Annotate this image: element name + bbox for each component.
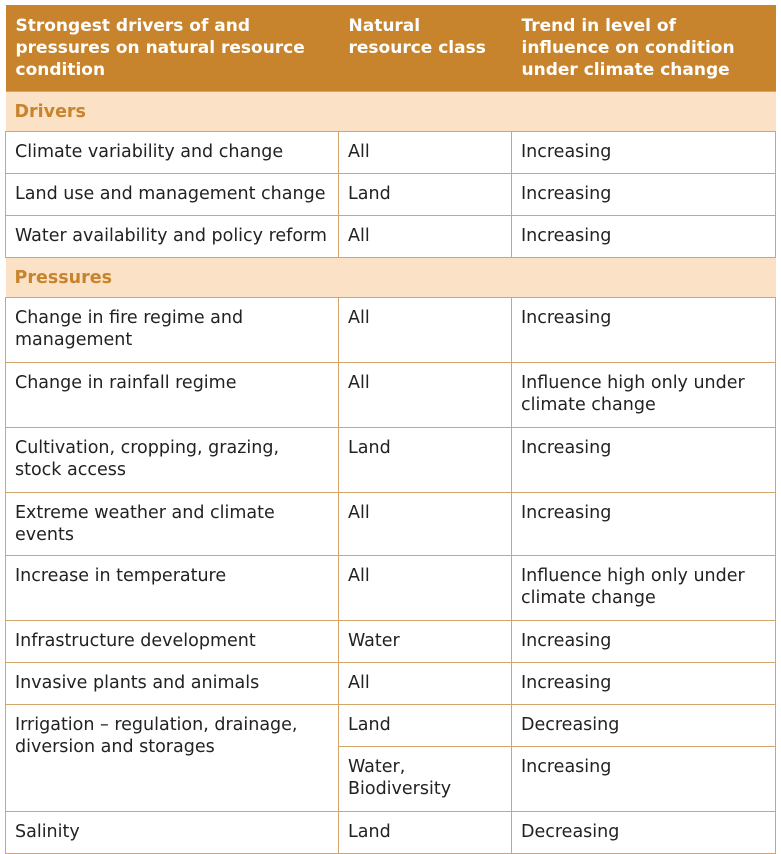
row-name: Change in rainfall regime — [5, 362, 339, 428]
row-name: Salinity — [5, 811, 339, 854]
row-name: Extreme weather and climate events — [5, 492, 339, 556]
table-row: Water availability and policy reform All… — [5, 215, 776, 258]
header-trend: Trend in level of influence on condition… — [511, 5, 776, 92]
table-row: Climate variability and change All Incre… — [5, 131, 776, 174]
row-name: Cultivation, cropping, grazing, stock ac… — [5, 427, 339, 493]
table-row: Salinity Land Decreasing — [5, 811, 776, 854]
row-trend: Influence high only under climate change — [511, 555, 776, 621]
row-trend: Increasing — [511, 215, 776, 258]
row-class: Water — [338, 620, 512, 663]
drivers-pressures-table: Strongest drivers of and pressures on na… — [5, 5, 776, 854]
header-drivers-pressures: Strongest drivers of and pressures on na… — [5, 5, 339, 92]
table-row: Infrastructure development Water Increas… — [5, 620, 776, 663]
row-trend: Increasing — [511, 297, 776, 363]
row-trend: Increasing — [511, 492, 776, 556]
row-class: All — [338, 555, 512, 621]
row-trend: Decreasing — [511, 811, 776, 854]
row-class: All — [338, 131, 512, 174]
row-class: All — [338, 662, 512, 705]
row-trend: Increasing — [511, 746, 776, 812]
row-name: Increase in temperature — [5, 555, 339, 621]
row-trend: Increasing — [511, 662, 776, 705]
row-name: Land use and management change — [5, 173, 339, 216]
row-class: Water, Biodiversity — [338, 746, 512, 812]
section-row-drivers: Drivers — [5, 91, 776, 132]
row-name: Climate variability and change — [5, 131, 339, 174]
row-trend: Influence high only under climate change — [511, 362, 776, 428]
table-row: Water, Biodiversity Increasing — [6, 746, 776, 812]
row-name: Water availability and policy reform — [5, 215, 339, 258]
row-class: Land — [338, 811, 512, 854]
row-class: Land — [338, 173, 512, 216]
section-label-drivers: Drivers — [5, 91, 776, 132]
header-resource-class: Natural resource class — [338, 5, 512, 92]
table-row: Invasive plants and animals All Increasi… — [5, 662, 776, 705]
header-row: Strongest drivers of and pressures on na… — [5, 5, 776, 92]
row-class: All — [338, 297, 512, 363]
table-row: Increase in temperature All Influence hi… — [5, 555, 776, 621]
table-row: Irrigation – regulation, drainage, diver… — [5, 704, 776, 812]
row-name: Irrigation – regulation, drainage, diver… — [5, 704, 339, 812]
row-name: Invasive plants and animals — [5, 662, 339, 705]
row-trend: Decreasing — [511, 704, 776, 747]
row-class: All — [338, 492, 512, 556]
drivers-pressures-table-container: Strongest drivers of and pressures on na… — [5, 5, 776, 854]
row-trend: Increasing — [511, 131, 776, 174]
table-row: Change in fire regime and management All… — [5, 297, 776, 363]
row-trend: Increasing — [511, 427, 776, 493]
table-row: Change in rainfall regime All Influence … — [5, 362, 776, 428]
row-name: Infrastructure development — [5, 620, 339, 663]
section-label-pressures: Pressures — [5, 257, 776, 298]
table-row: Cultivation, cropping, grazing, stock ac… — [5, 427, 776, 493]
section-row-pressures: Pressures — [5, 257, 776, 298]
row-trend: Increasing — [511, 620, 776, 663]
row-trend: Increasing — [511, 173, 776, 216]
table-row: Extreme weather and climate events All I… — [5, 492, 776, 556]
row-class: All — [338, 215, 512, 258]
row-class: All — [338, 362, 512, 428]
row-class: Land — [338, 427, 512, 493]
row-class: Land — [338, 704, 512, 747]
row-name: Change in fire regime and management — [5, 297, 339, 363]
table-row: Land use and management change Land Incr… — [5, 173, 776, 216]
